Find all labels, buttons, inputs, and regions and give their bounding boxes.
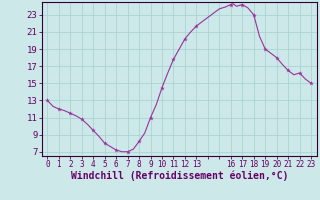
X-axis label: Windchill (Refroidissement éolien,°C): Windchill (Refroidissement éolien,°C) bbox=[70, 171, 288, 181]
